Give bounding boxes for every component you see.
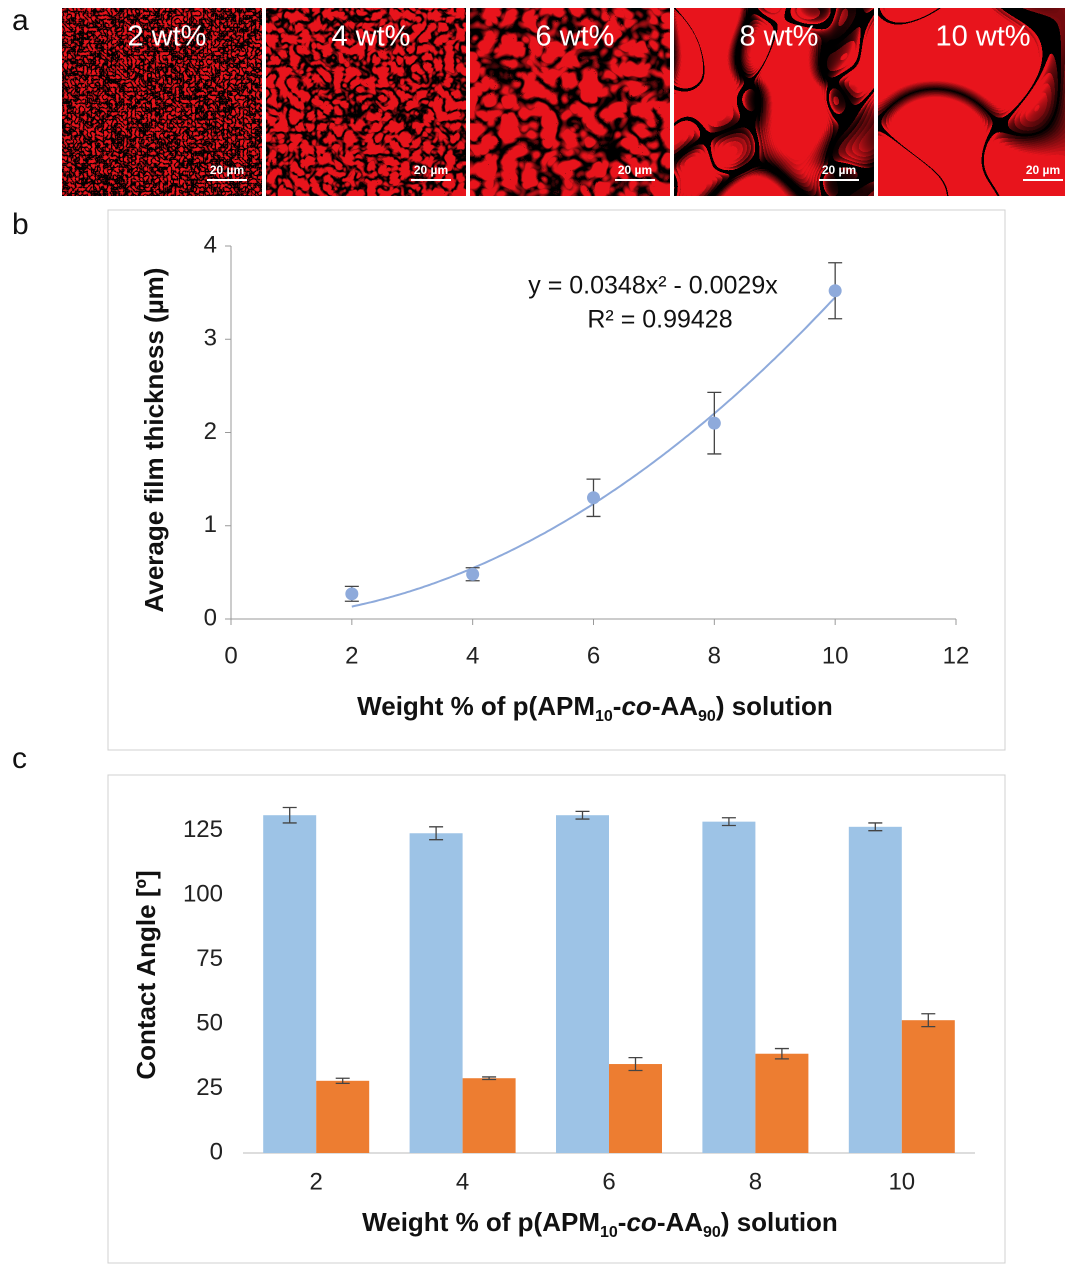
micrograph-label: 8 wt% [740, 21, 819, 53]
y-tick-label: 2 [204, 418, 217, 445]
x-tick-label: 12 [943, 642, 970, 669]
bar [556, 815, 609, 1153]
x-axis-title-part: ) solution [716, 691, 833, 721]
x-axis-title-part: Weight % of p(APM [362, 1207, 600, 1237]
micrograph-texture [62, 8, 262, 196]
micrograph-label: 2 wt% [128, 21, 207, 53]
y-tick-label: 3 [204, 325, 217, 352]
y-tick-label: 100 [183, 880, 223, 907]
bar [316, 1080, 370, 1153]
x-axis-title-part: 10 [600, 1224, 618, 1241]
x-axis-title-part: co [621, 691, 651, 721]
x-tick-label: 10 [822, 642, 849, 669]
micrograph-texture [674, 8, 874, 196]
x-axis-title-part: Weight % of p(APM [357, 691, 595, 721]
y-axis-title: Contact Angle [º] [131, 870, 161, 1079]
micrograph-label: 6 wt% [536, 21, 615, 53]
error-bar [628, 1056, 643, 1072]
bar [755, 1053, 809, 1153]
error-bar [868, 822, 883, 832]
micrograph-texture [878, 8, 1065, 196]
x-tick-label: 6 [587, 642, 600, 669]
y-tick-label: 1 [204, 511, 217, 538]
bar [702, 821, 756, 1153]
annotation: R² = 0.99428 [587, 306, 732, 334]
bar [609, 1064, 662, 1153]
micrograph-label: 4 wt% [332, 21, 411, 53]
data-point [828, 284, 842, 298]
x-axis-title-part: 90 [698, 708, 716, 725]
bar [901, 1020, 955, 1153]
x-tick-label: 8 [708, 642, 721, 669]
error-bar [921, 1013, 936, 1028]
data-point [466, 567, 480, 581]
x-tick-label: 8 [749, 1168, 762, 1195]
micrograph-texture [266, 8, 466, 196]
x-tick-label: 2 [345, 642, 358, 669]
error-bar [575, 810, 590, 820]
panel-label: c [12, 742, 27, 775]
x-axis-title-part: 90 [703, 1224, 721, 1241]
x-tick-label: 4 [456, 1168, 469, 1195]
y-axis-title: Average film thickness (µm) [139, 268, 169, 613]
x-tick-label: 4 [466, 642, 479, 669]
x-tick-label: 0 [224, 642, 237, 669]
x-axis-title-part: - [613, 691, 622, 721]
panel-label: a [12, 4, 29, 37]
y-tick-label: 0 [210, 1138, 223, 1165]
bar [409, 833, 463, 1153]
y-tick-label: 50 [196, 1009, 223, 1036]
y-tick-label: 75 [196, 945, 223, 972]
error-bar [721, 817, 736, 827]
x-axis-title-part: - [618, 1207, 627, 1237]
scale-bar-label: 20 µm [618, 163, 652, 177]
x-tick-label: 2 [310, 1168, 323, 1195]
panel-frame [107, 209, 1006, 751]
scale-bar-label: 20 µm [1026, 163, 1060, 177]
y-tick-label: 4 [204, 231, 217, 258]
annotation: y = 0.0348x² - 0.0029x [528, 272, 778, 300]
scale-bar-label: 20 µm [822, 163, 856, 177]
panel-frame [107, 774, 1006, 1264]
scale-bar-label: 20 µm [414, 163, 448, 177]
y-tick-label: 0 [204, 604, 217, 631]
x-tick-label: 10 [888, 1168, 915, 1195]
error-bar [282, 806, 297, 824]
panel-label: b [12, 208, 29, 241]
y-tick-label: 25 [196, 1074, 223, 1101]
trendline [351, 296, 836, 608]
bar [462, 1078, 516, 1153]
x-axis-title-part: co [626, 1207, 656, 1237]
x-axis-title-part: 10 [595, 708, 613, 725]
x-axis-title-part: -AA [657, 1207, 703, 1237]
x-axis-title: Weight % of p(APM10-co-AA90) solution [362, 1207, 838, 1241]
error-bar [774, 1047, 789, 1060]
y-tick-label: 125 [183, 816, 223, 843]
bar [848, 826, 902, 1153]
data-point [345, 587, 359, 601]
x-axis-title-part: ) solution [721, 1207, 838, 1237]
error-bar [429, 826, 444, 841]
error-bar [335, 1077, 350, 1085]
data-point [707, 416, 721, 430]
bar [263, 815, 317, 1153]
scale-bar-label: 20 µm [210, 163, 244, 177]
micrograph-label: 10 wt% [935, 21, 1030, 53]
x-tick-label: 6 [602, 1168, 615, 1195]
x-axis-title: Weight % of p(APM10-co-AA90) solution [357, 691, 833, 725]
micrograph-texture [470, 8, 670, 196]
x-axis-title-part: -AA [652, 691, 698, 721]
data-point [587, 491, 600, 505]
error-bar [482, 1076, 497, 1081]
